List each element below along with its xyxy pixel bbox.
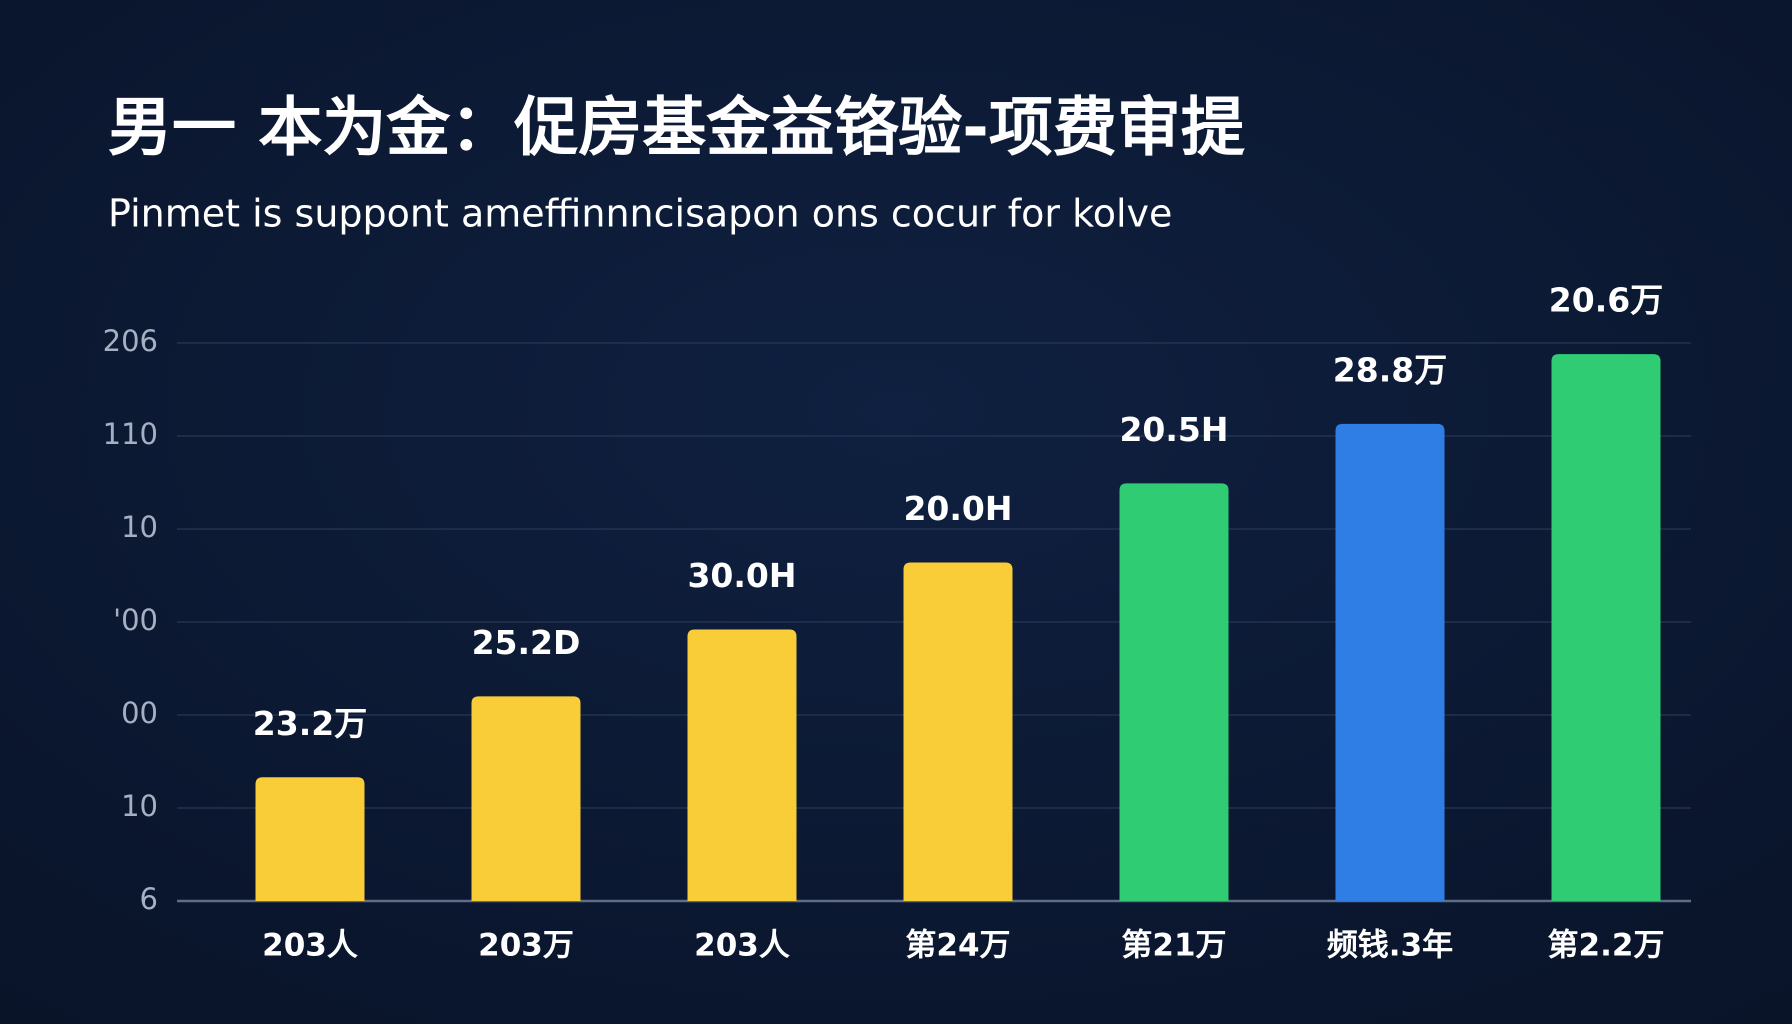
- x-tick-label: 203人: [262, 928, 358, 964]
- y-tick-label: '00: [113, 603, 158, 637]
- bar-label: 20.0H: [903, 489, 1012, 528]
- chart-title: 男一 本为金：促房基金益铬验-项费审提: [108, 92, 1245, 166]
- bar-label: 30.0H: [687, 556, 796, 595]
- y-tick-label: 6: [140, 882, 158, 916]
- bar-label: 20.6万: [1549, 281, 1663, 320]
- x-tick-label: 第24万: [905, 928, 1010, 964]
- y-tick-label: 10: [121, 789, 158, 823]
- x-tick-label: 第2.2万: [1548, 928, 1665, 964]
- y-tick-label: 00: [121, 696, 158, 730]
- x-tick-label: 203万: [478, 928, 574, 964]
- bar-label: 23.2万: [253, 704, 367, 743]
- chart-subtitle: Pinmet is suppont ameffinnncisapon ons c…: [108, 192, 1172, 236]
- bar: [1335, 423, 1445, 901]
- y-tick-label: 110: [103, 417, 158, 451]
- bar-label: 20.5H: [1119, 410, 1228, 449]
- y-tick-label: 206: [103, 324, 158, 358]
- x-tick-label: 第21万: [1121, 928, 1226, 964]
- bar: [1551, 354, 1661, 901]
- bar: [1119, 483, 1229, 901]
- x-tick-label: 频钱.3年: [1327, 928, 1453, 964]
- bar: [903, 562, 1013, 901]
- y-tick-label: 10: [121, 510, 158, 544]
- bar: [255, 777, 365, 901]
- bar-label: 25.2D: [472, 623, 581, 662]
- bar: [471, 696, 581, 901]
- x-tick-label: 203人: [694, 928, 790, 964]
- bar: [687, 629, 797, 901]
- bar-label: 28.8万: [1333, 350, 1447, 389]
